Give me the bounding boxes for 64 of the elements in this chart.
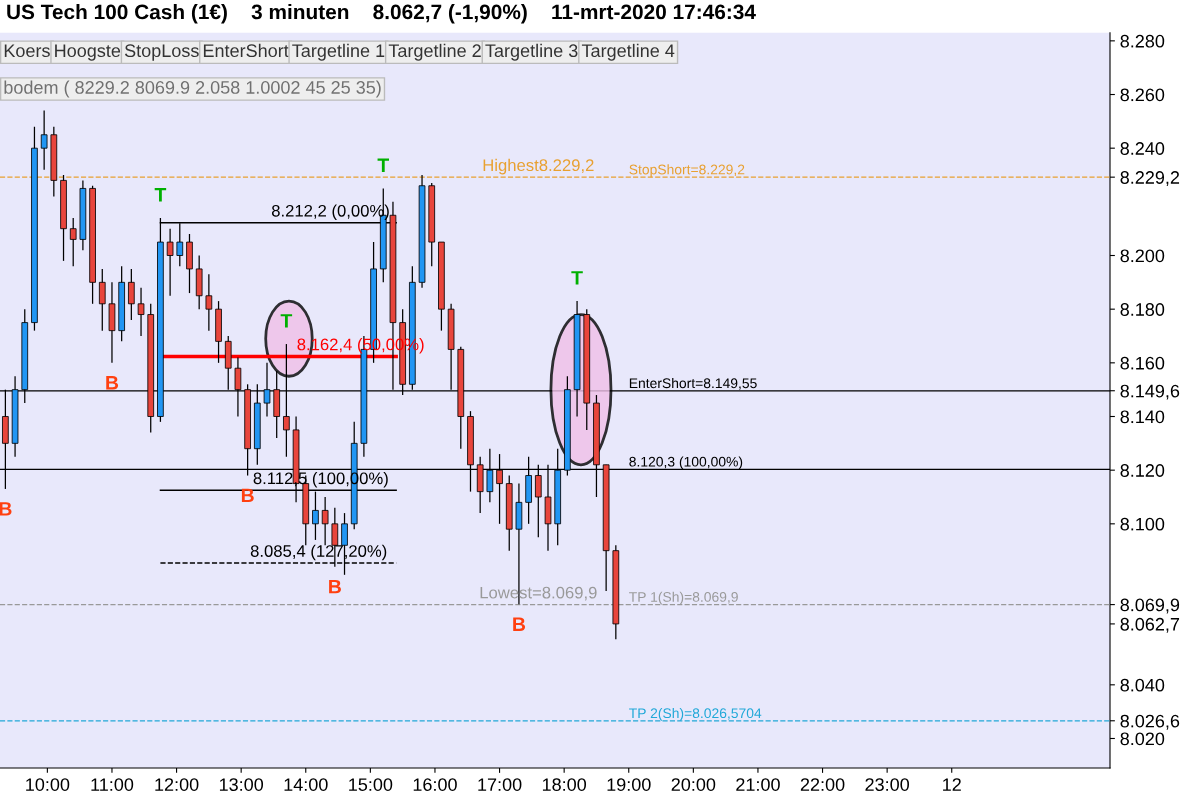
x-tick-label: 16:00	[413, 778, 457, 791]
annotation: EnterShort	[203, 43, 289, 58]
candlestick	[69, 217, 77, 267]
x-tick-label: 11:00	[91, 778, 134, 791]
ref-line-label: TP 2(Sh)=8.026,5704	[629, 707, 762, 721]
y-tick-label: 8.160	[1120, 356, 1165, 370]
annotation: T	[571, 271, 583, 285]
x-tick-label: 23:00	[865, 778, 910, 791]
x-tick-label: 13:00	[219, 778, 264, 791]
candlestick	[40, 109, 48, 171]
y-tick-label: 8.149,6	[1120, 384, 1180, 400]
annotation: T	[154, 188, 167, 202]
annotation: B	[0, 502, 12, 516]
x-tick-label: 18:00	[542, 778, 587, 791]
annotation: T	[377, 158, 390, 172]
annotation: B	[329, 579, 341, 594]
x-tick-label: 17:00	[478, 778, 522, 791]
y-tick-label: 8.120	[1120, 464, 1165, 477]
annotation: Targetline 4	[581, 43, 675, 61]
annotation: B	[513, 617, 526, 631]
y-tick-label: 8.240	[1120, 142, 1165, 155]
annotation: Targetline 2	[388, 43, 481, 61]
annotation: B	[241, 488, 254, 503]
annotation: Koers	[4, 44, 50, 58]
ref-line-label: EnterShort=8.149,55	[629, 377, 757, 390]
y-tick-label: 8.229,2	[1120, 171, 1180, 187]
x-tick-label: 22:00	[800, 778, 845, 791]
y-tick-label: 8.026,6	[1120, 714, 1180, 730]
ref-line-label: 8.120,3 (100,00%)	[629, 456, 743, 470]
candlestick	[128, 268, 135, 321]
annotation: Targetline 3	[485, 43, 578, 61]
y-tick-label: 8.020	[1120, 732, 1165, 746]
chart-title: US Tech 100 Cash (1€) 3 minuten 8.062,7 (-1,90%) 11-mrt-2020 17:46:34	[7, 4, 756, 24]
annotation: T	[280, 314, 293, 328]
y-tick-label: 8.062,7	[1120, 617, 1180, 633]
annotation: Highest8.229,2	[483, 158, 594, 175]
x-tick-label: 14:00	[284, 778, 328, 791]
y-tick-label: 8.280	[1120, 34, 1165, 48]
ref-line-label: TP 1(Sh)=8.069,9	[629, 591, 738, 605]
x-tick-label: 19:00	[607, 778, 651, 791]
candlestick	[166, 228, 174, 297]
candlestick	[137, 287, 145, 337]
candlestick	[321, 496, 329, 546]
x-tick-label: 12:00	[155, 778, 199, 791]
y-tick-label: 8.180	[1120, 303, 1165, 316]
y-tick-label: 8.069,9	[1120, 598, 1180, 614]
x-tick-label: 10:00	[26, 778, 70, 791]
x-tick-label: 20:00	[671, 778, 716, 791]
y-tick-label: 8.140	[1120, 410, 1165, 424]
y-tick-label: 8.200	[1120, 249, 1165, 263]
annotation: Targetline 1	[292, 43, 385, 61]
x-tick-label: 21:00	[736, 778, 780, 791]
annotation: Hoogste	[55, 44, 121, 61]
ref-line-label: StopShort=8.229,2	[629, 164, 745, 178]
x-tick-label: 12	[943, 778, 961, 791]
candlestick	[205, 273, 213, 332]
y-tick-label: 8.100	[1120, 517, 1165, 531]
text: bodem ( 8229.2 8069.9 2.058 1.0002 45 25 35)	[4, 80, 381, 98]
y-tick-label: 8.040	[1120, 678, 1165, 692]
candlestick	[98, 268, 106, 332]
annotation: B	[106, 376, 119, 390]
annotation: StopLoss	[124, 44, 199, 61]
x-tick-label: 15:00	[349, 778, 393, 791]
y-tick-label: 8.260	[1120, 88, 1165, 102]
